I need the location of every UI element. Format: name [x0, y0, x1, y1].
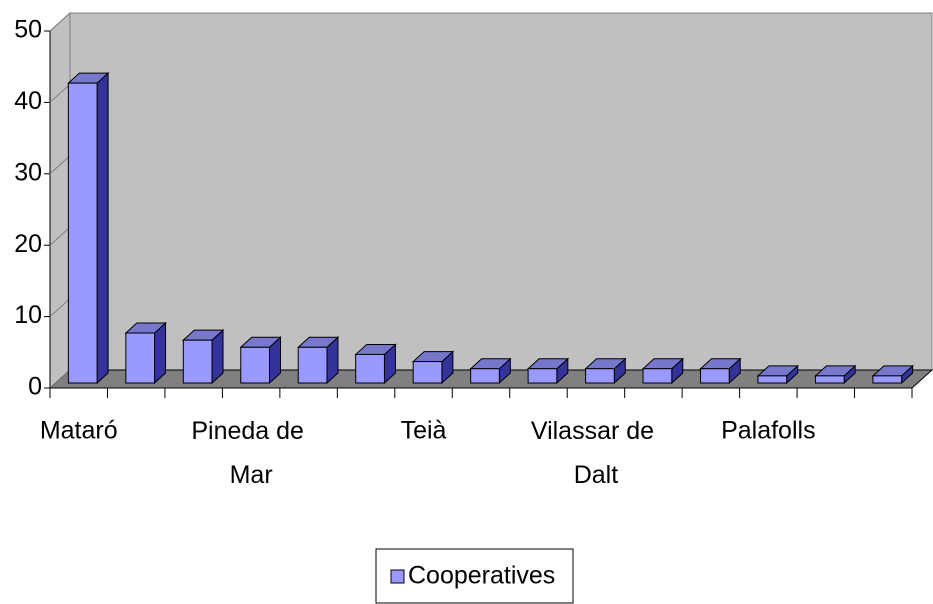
y-tick-label: 0	[28, 373, 42, 401]
y-tick-label: 40	[14, 87, 42, 115]
back-wall	[69, 12, 933, 371]
y-tick-label: 20	[14, 230, 42, 258]
bar	[757, 375, 788, 384]
legend-label: Cooperatives	[408, 562, 555, 590]
bar	[585, 368, 615, 384]
bar	[182, 339, 213, 384]
legend-swatch	[390, 569, 405, 584]
bar	[125, 332, 156, 384]
x-tick-label: Mataró	[40, 417, 118, 445]
wall-tick-line	[49, 12, 71, 32]
wall-tick-line	[49, 369, 71, 389]
bar	[700, 368, 730, 384]
x-tick-label: Pineda de Mar	[191, 417, 311, 489]
y-tick-label: 50	[14, 16, 42, 44]
side-wall	[49, 11, 71, 390]
bar	[67, 82, 98, 384]
bar	[412, 361, 443, 384]
bar	[527, 368, 558, 384]
wall-tick-line	[49, 298, 71, 317]
bar-side	[96, 71, 109, 385]
wall-tick-line	[49, 226, 71, 246]
bar	[297, 346, 328, 384]
bar	[470, 368, 500, 384]
bar	[814, 375, 845, 384]
legend-box	[375, 548, 574, 604]
bar	[355, 353, 385, 384]
y-tick-label: 30	[14, 158, 42, 186]
bar	[642, 368, 673, 384]
wall-tick-line	[49, 84, 71, 103]
x-tick-label: Vilassar de Dalt	[531, 417, 661, 489]
bar	[240, 346, 270, 384]
y-tick-label: 10	[14, 301, 42, 329]
x-tick-label: Palafolls	[721, 417, 816, 445]
bar	[872, 375, 903, 384]
wall-tick-line	[49, 155, 71, 175]
x-tick-label: Teià	[401, 417, 447, 445]
